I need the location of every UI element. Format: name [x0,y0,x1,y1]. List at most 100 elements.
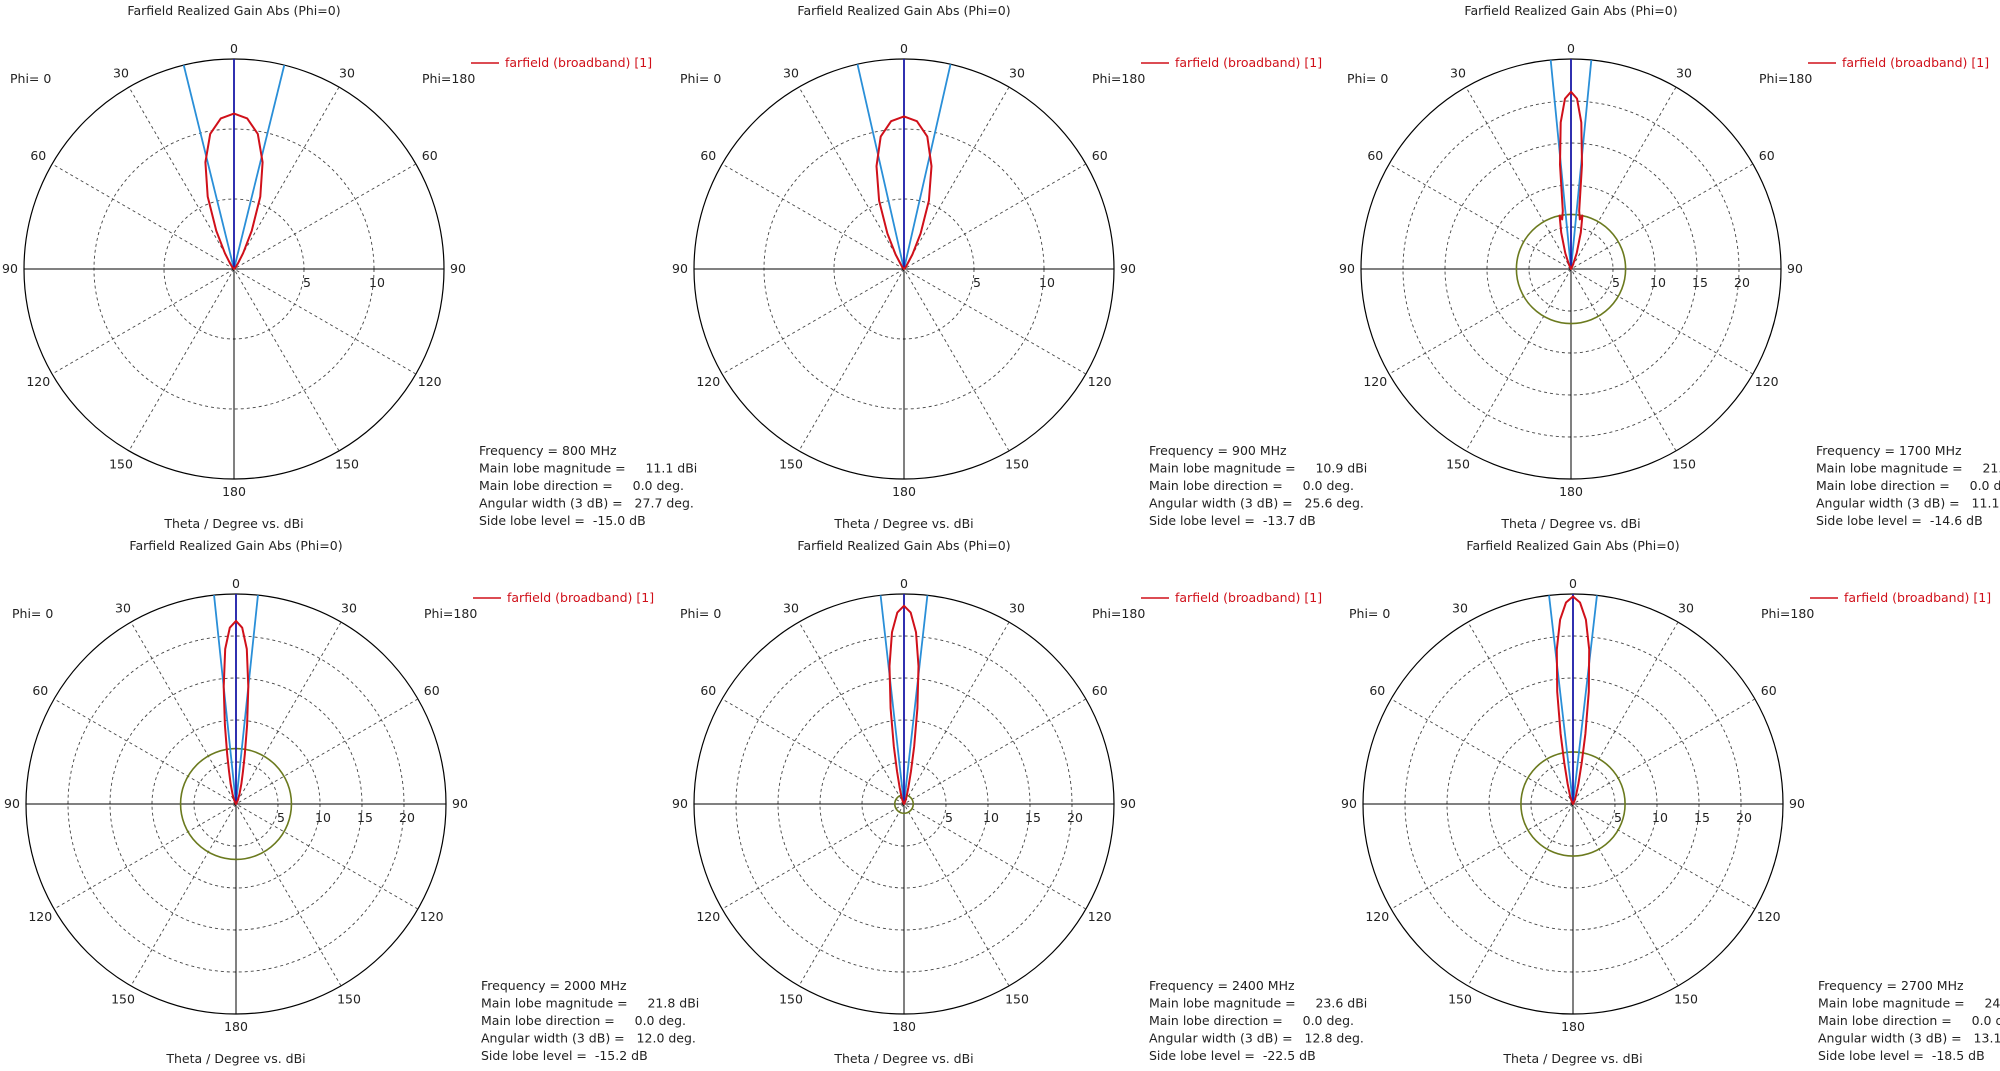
angle-label: 90 [672,261,688,276]
angle-label: 90 [1789,796,1805,811]
radial-tick-label: 10 [983,810,999,825]
angle-label: 0 [232,576,240,591]
radial-tick-label: 20 [1734,275,1750,290]
info-width: Angular width (3 dB) = 27.7 deg. [479,496,694,511]
radial-tick-label: 5 [303,275,311,290]
chart-title: Farfield Realized Gain Abs (Phi=0) [127,3,340,18]
angle-label: 150 [337,992,361,1007]
info-side: Side lobe level = -14.6 dB [1816,513,1983,528]
info-direction: Main lobe direction = 0.0 deg. [481,1013,686,1028]
angle-label: 30 [115,600,131,615]
angle-label: 150 [779,992,803,1007]
angle-label: 150 [1448,992,1472,1007]
radial-tick-label: 5 [1612,275,1620,290]
angle-label: 30 [783,65,799,80]
angle-label: 0 [900,41,908,56]
angle-label: 150 [111,992,135,1007]
angle-label: 120 [1757,909,1781,924]
angle-label: 0 [1569,576,1577,591]
polar-chart-4: 0 30 60 90 120 150 180 150 120 90 60 30 5 10 15 20 Farfi… [4,538,699,1066]
chart-title: Farfield Realized Gain Abs (Phi=0) [129,538,342,553]
legend-label: farfield (broadband) [1] [1844,590,1991,605]
x-axis-label: Theta / Degree vs. dBi [1500,516,1640,531]
angle-label: 120 [26,374,50,389]
radial-tick-label: 5 [277,810,285,825]
angle-label: 90 [1120,261,1136,276]
info-frequency: Frequency = 2700 MHz [1818,978,1964,993]
x-axis-label: Theta / Degree vs. dBi [165,1051,305,1066]
radial-tick-label: 10 [1652,810,1668,825]
info-width: Angular width (3 dB) = 11.1 deg. [1816,496,2000,511]
angle-label: 90 [452,796,468,811]
info-side: Side lobe level = -15.0 dB [479,513,646,528]
phi-left-label: Phi= 0 [1347,71,1388,86]
radiation-pattern-trace [888,604,920,805]
angle-label: 120 [1755,374,1779,389]
angle-label: 30 [1450,65,1466,80]
angle-label: 30 [1452,600,1468,615]
radiation-pattern-trace [1555,595,1591,805]
angle-label: 60 [1369,683,1385,698]
beamwidth-line [182,64,235,270]
angle-label: 120 [696,909,720,924]
radiation-pattern-trace [875,115,933,270]
phi-right-label: Phi=180 [1759,71,1812,86]
info-frequency: Frequency = 900 MHz [1149,443,1287,458]
angle-label: 90 [1341,796,1357,811]
radial-tick-label: 15 [357,810,373,825]
angle-label: 180 [892,484,916,499]
info-magnitude: Main lobe magnitude = 24.7 dBi [1818,996,2000,1011]
chart-title: Farfield Realized Gain Abs (Phi=0) [1464,3,1677,18]
polar-chart-3: 0 30 60 90 120 150 180 150 120 90 60 30 5 10 15 20 Farfi… [1339,3,2000,531]
beamwidth-line [903,595,929,805]
info-side: Side lobe level = -22.5 dB [1149,1048,1316,1063]
info-magnitude: Main lobe magnitude = 21.1 dBi [1816,461,2000,476]
angle-label: 90 [2,261,18,276]
info-width: Angular width (3 dB) = 12.0 deg. [481,1031,696,1046]
angle-label: 60 [700,683,716,698]
phi-left-label: Phi= 0 [680,71,721,86]
info-magnitude: Main lobe magnitude = 11.1 dBi [479,461,697,476]
angle-label: 120 [1365,909,1389,924]
info-width: Angular width (3 dB) = 25.6 deg. [1149,496,1364,511]
angle-label: 150 [335,457,359,472]
angle-label: 180 [224,1019,248,1034]
radial-tick-label: 5 [973,275,981,290]
info-frequency: Frequency = 800 MHz [479,443,617,458]
beamwidth-line [903,64,952,270]
angle-label: 180 [892,1019,916,1034]
legend-label: farfield (broadband) [1] [1842,55,1989,70]
beamwidth-line [879,595,905,805]
legend-label: farfield (broadband) [1] [507,590,654,605]
angle-label: 60 [1759,148,1775,163]
info-magnitude: Main lobe magnitude = 23.6 dBi [1149,996,1367,1011]
info-side: Side lobe level = -15.2 dB [481,1048,648,1063]
radiation-pattern-trace [222,619,250,805]
info-magnitude: Main lobe magnitude = 21.8 dBi [481,996,699,1011]
angle-label: 30 [341,600,357,615]
radial-tick-label: 15 [1692,275,1708,290]
radial-tick-label: 20 [399,810,415,825]
angle-label: 120 [1088,909,1112,924]
angle-label: 60 [1367,148,1383,163]
beamwidth-line [233,64,286,270]
angle-label: 0 [230,41,238,56]
beamwidth-line [1548,595,1574,805]
angle-label: 120 [420,909,444,924]
polar-chart-2: 0 30 60 90 120 150 180 150 120 90 60 30 5 10 Farfield … [672,3,1367,531]
angle-label: 30 [1678,600,1694,615]
angle-label: 90 [1787,261,1803,276]
radial-tick-label: 10 [369,275,385,290]
angle-label: 150 [1005,457,1029,472]
angle-label: 60 [422,148,438,163]
info-direction: Main lobe direction = 0.0 deg. [479,478,684,493]
radial-tick-label: 20 [1067,810,1083,825]
phi-left-label: Phi= 0 [1349,606,1390,621]
angle-label: 150 [1005,992,1029,1007]
phi-left-label: Phi= 0 [12,606,53,621]
radial-tick-label: 5 [945,810,953,825]
angle-label: 30 [339,65,355,80]
angle-label: 30 [113,65,129,80]
beamwidth-line [1572,595,1598,805]
phi-right-label: Phi=180 [1761,606,1814,621]
